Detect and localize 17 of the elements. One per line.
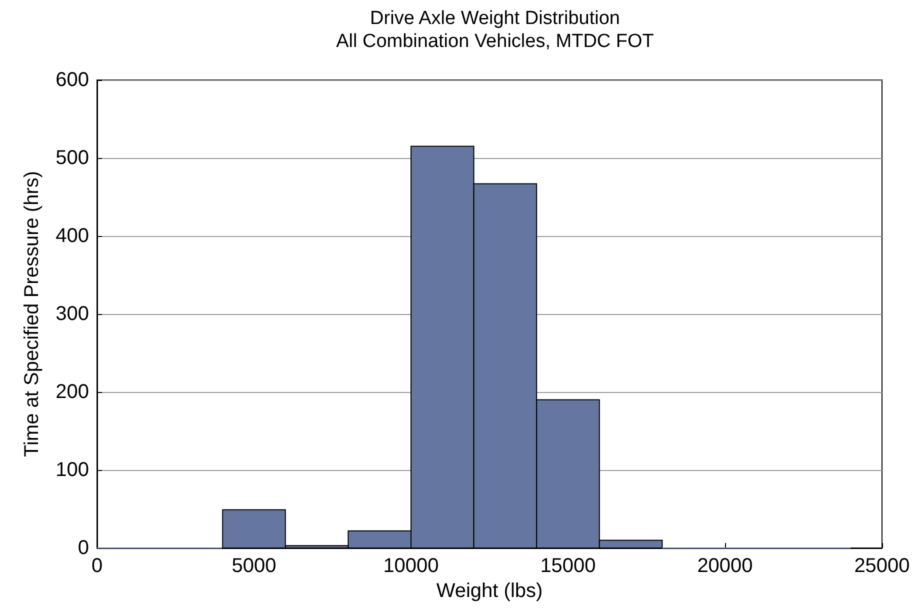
x-tick-label: 5000 [232, 555, 276, 577]
x-tick-label: 10000 [383, 555, 439, 577]
y-tick-label: 200 [56, 381, 89, 403]
y-tick-label: 500 [56, 147, 89, 169]
y-tick-label: 600 [56, 69, 89, 91]
x-axis-title: Weight (lbs) [436, 580, 543, 602]
x-tick-label: 15000 [540, 555, 596, 577]
y-tick-label: 300 [56, 303, 89, 325]
chart-subtitle: All Combination Vehicles, MTDC FOT [336, 31, 654, 52]
y-axis-title: Time at Specified Pressure (hrs) [21, 170, 43, 458]
y-tick-label: 100 [56, 459, 89, 481]
y-tick-label: 400 [56, 225, 89, 247]
x-tick-label: 0 [91, 555, 103, 577]
x-tick-label: 25000 [854, 555, 910, 577]
chart-title: Drive Axle Weight Distribution [370, 8, 620, 29]
y-tick-label: 0 [78, 537, 89, 559]
x-tick-label: 20000 [697, 555, 753, 577]
